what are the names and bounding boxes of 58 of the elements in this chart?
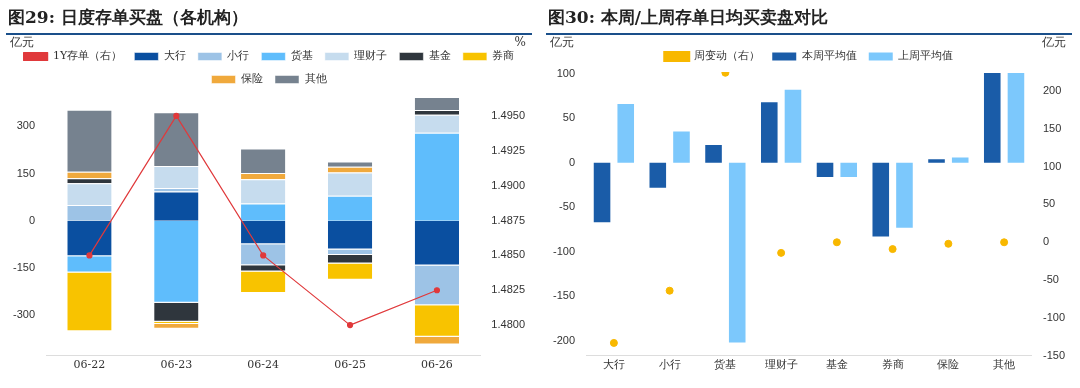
legend-label: 上周平均值 (898, 49, 954, 63)
y2-tick-label: 100 (1042, 159, 1062, 172)
legend-label: 周变动（右） (694, 49, 761, 63)
x-tick-label: 06-23 (160, 358, 193, 372)
y-tick-label: 150 (16, 166, 36, 179)
legend-label: 本周平均值 (801, 49, 857, 63)
x-tick-label: 券商 (881, 358, 904, 372)
x-tick-label: 06-24 (247, 358, 280, 372)
y-tick-label: -150 (552, 289, 576, 302)
y-tick-label: 100 (556, 66, 576, 79)
y2-tick-label: 150 (1042, 121, 1062, 134)
legend-label: 1Y存单（右） (53, 49, 123, 63)
y2-tick-label: -150 (1042, 348, 1066, 361)
y2-tick-label: 0 (1042, 235, 1050, 248)
chart-title: 图29: 日度存单买盘（各机构） (6, 4, 532, 35)
y2-tick-label: 200 (1042, 83, 1062, 96)
legend-label: 基金 (428, 49, 451, 63)
y-tick-label: 50 (562, 111, 576, 124)
x-tick-label: 06-22 (73, 358, 106, 372)
x-tick-label: 保险 (937, 358, 960, 372)
y2-axis-title: 亿元 (1041, 35, 1066, 50)
x-tick-label: 06-25 (334, 358, 366, 372)
y-tick-label: 0 (28, 213, 36, 226)
x-tick-label: 06-26 (421, 358, 453, 372)
x-tick-label: 货基 (714, 358, 737, 372)
y-tick-label: -300 (12, 307, 36, 320)
y-tick-label: -100 (552, 244, 576, 257)
y-tick-label: -200 (552, 333, 576, 346)
y-axis-title: 亿元 (549, 35, 574, 50)
x-tick-label: 其他 (993, 358, 1016, 372)
y-tick-label: -150 (12, 260, 36, 273)
y2-axis-title: % (514, 35, 526, 50)
y2-tick-label: -50 (1042, 273, 1059, 286)
legend-label: 券商 (492, 49, 515, 63)
y2-tick-label: 1.4825 (491, 283, 526, 296)
y-tick-label: 300 (16, 119, 36, 132)
y-tick-label: -50 (559, 200, 576, 213)
x-tick-label: 大行 (602, 358, 625, 372)
chart-title: 图30: 本周/上周存单日均买卖盘对比 (546, 4, 1072, 35)
legend-label: 大行 (163, 49, 186, 63)
x-tick-label: 基金 (825, 358, 848, 372)
y2-tick-label: 1.4800 (491, 318, 526, 331)
y2-tick-label: 1.4950 (491, 108, 526, 121)
legend-label: 货基 (290, 49, 313, 63)
legend-label: 小行 (227, 49, 250, 63)
y2-tick-label: 1.4875 (491, 213, 526, 226)
y2-tick-label: 50 (1042, 197, 1056, 210)
x-tick-label: 理财子 (764, 358, 798, 372)
y2-tick-label: 1.4850 (491, 248, 526, 261)
legend-label: 理财子 (354, 49, 388, 63)
legend-label: 其他 (304, 72, 327, 86)
y2-tick-label: -100 (1042, 310, 1066, 323)
y-tick-label: 0 (568, 155, 576, 168)
y2-tick-label: 1.4925 (491, 143, 526, 156)
y-axis-title: 亿元 (9, 35, 34, 50)
legend-label: 保险 (241, 72, 263, 86)
y2-tick-label: 1.4900 (491, 178, 526, 191)
x-tick-label: 小行 (658, 358, 681, 372)
